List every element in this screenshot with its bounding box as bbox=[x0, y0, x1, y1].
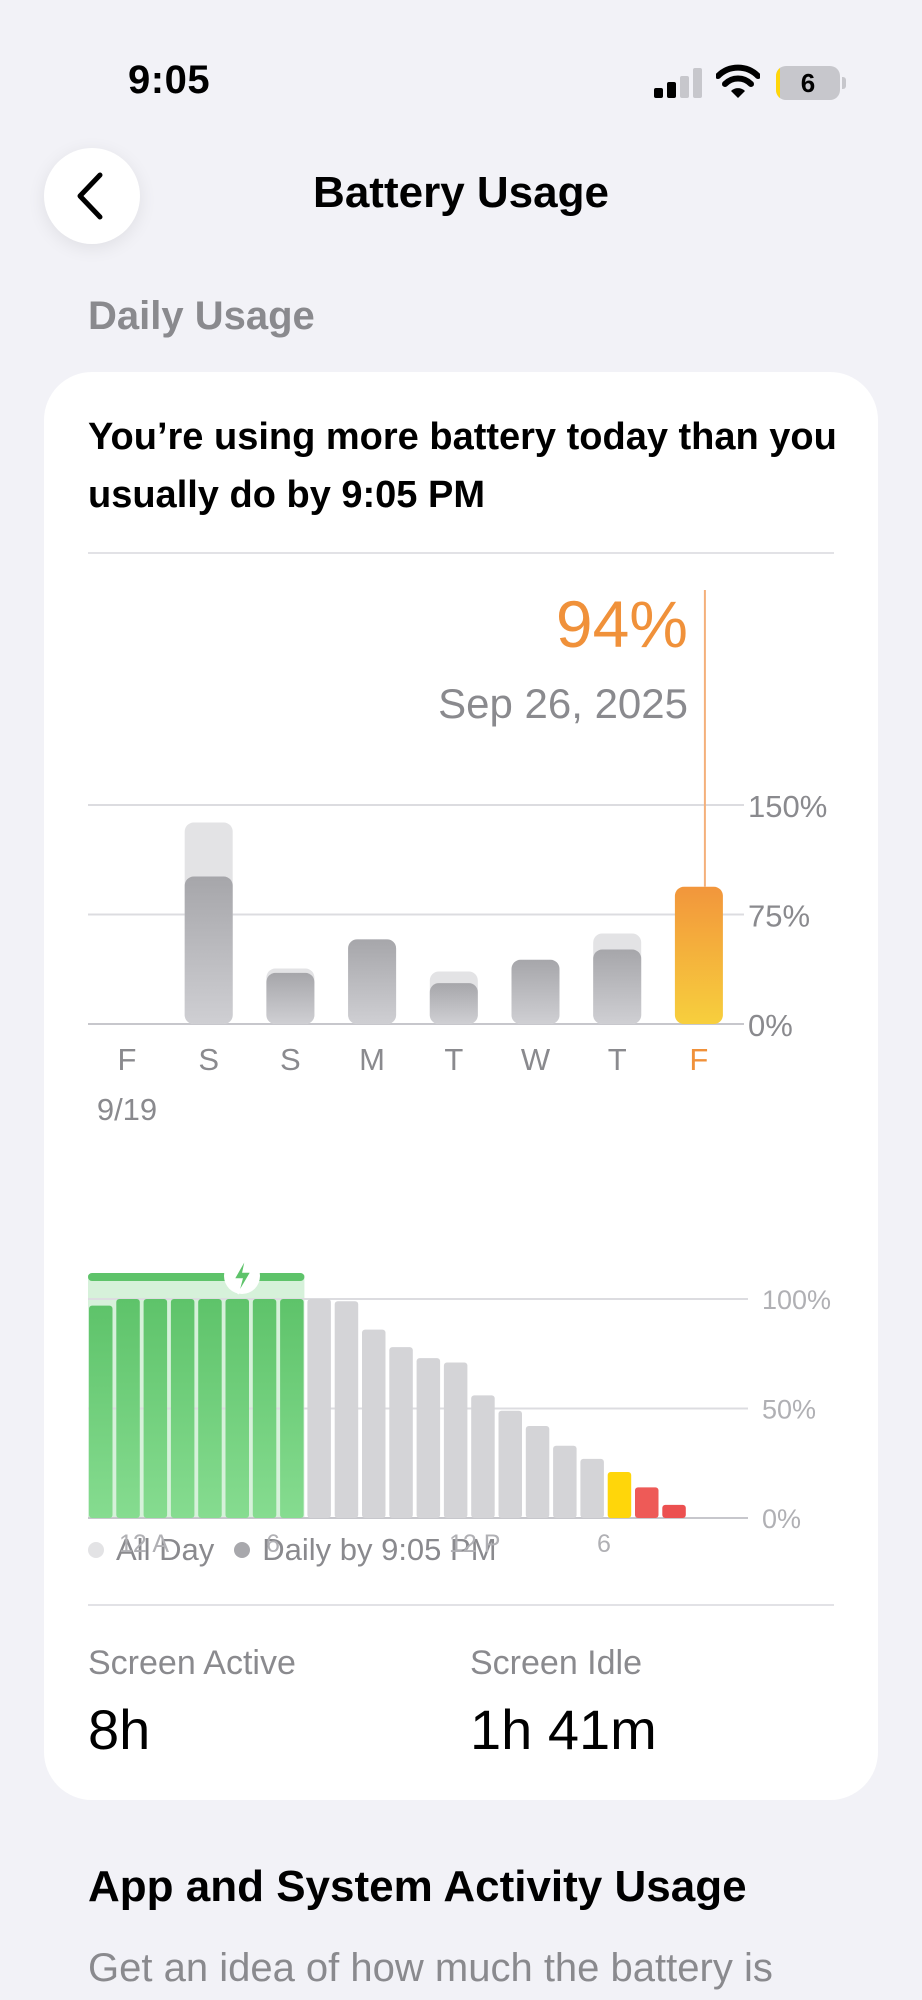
x-tick-label: 6 bbox=[597, 1530, 611, 1558]
legend-all-day-dot bbox=[88, 1542, 104, 1558]
battery-level: 6 bbox=[800, 68, 816, 98]
bar-daily-by bbox=[593, 949, 642, 1024]
back-button[interactable] bbox=[44, 148, 140, 244]
app-activity-title: App and System Activity Usage bbox=[88, 1862, 747, 1911]
hour-bar bbox=[334, 1301, 359, 1518]
hour-bar bbox=[471, 1395, 495, 1518]
bolt-icon bbox=[224, 1257, 260, 1295]
hour-bar bbox=[635, 1487, 659, 1518]
legend-all-day-label: All Day bbox=[116, 1532, 215, 1567]
daily-usage-chart[interactable]: 0% 75% 150% F S S M T W T F 9/19 bbox=[44, 372, 878, 1152]
x-date-label: 9/19 bbox=[97, 1092, 157, 1127]
x-tick-label: F bbox=[118, 1042, 137, 1077]
legend-all-day: All Day bbox=[88, 1532, 214, 1568]
legend-daily-by-dot bbox=[234, 1542, 251, 1558]
screen-active-label: Screen Active bbox=[88, 1644, 296, 1682]
y-tick-label: 50% bbox=[762, 1395, 816, 1425]
hour-bar bbox=[389, 1347, 413, 1518]
battery-level-chart[interactable]: 0% 50% 100% 12 A 6 12 P 6 bbox=[44, 372, 878, 1572]
selected-date: Sep 26, 2025 bbox=[438, 680, 688, 727]
hour-bar bbox=[498, 1410, 522, 1518]
screen-active-stat: Screen Active 8h bbox=[88, 1644, 296, 1762]
y-tick-label: 150% bbox=[748, 789, 827, 824]
hour-bar bbox=[525, 1426, 550, 1518]
hour-bar bbox=[116, 1299, 140, 1518]
hour-bar bbox=[307, 1299, 331, 1518]
chart-legend: All Day Daily by 9:05 PM bbox=[88, 1532, 517, 1568]
status-bar: 9:05 6 bbox=[0, 0, 922, 150]
x-tick-label: M bbox=[359, 1042, 385, 1077]
bar-daily-by bbox=[511, 959, 560, 1024]
bar-daily-by bbox=[266, 972, 315, 1024]
x-tick-label: S bbox=[280, 1042, 301, 1077]
hour-bar bbox=[225, 1299, 249, 1518]
battery-icon: 6 bbox=[776, 66, 846, 100]
hour-bar bbox=[198, 1299, 222, 1518]
daily-usage-header: Daily Usage bbox=[88, 294, 315, 338]
hour-bar bbox=[280, 1299, 304, 1518]
legend-daily-by: Daily by 9:05 PM bbox=[234, 1532, 497, 1568]
hour-bar bbox=[170, 1299, 195, 1518]
cellular-signal-icon bbox=[654, 68, 704, 98]
bar-daily-by bbox=[348, 939, 397, 1024]
hour-bar bbox=[443, 1362, 468, 1518]
legend-daily-by-label: Daily by 9:05 PM bbox=[262, 1532, 497, 1567]
selected-value: 94% bbox=[555, 587, 688, 661]
x-tick-label: F bbox=[689, 1042, 708, 1077]
x-tick-label: T bbox=[444, 1042, 463, 1077]
hour-bar bbox=[362, 1329, 386, 1518]
hour-bar bbox=[580, 1458, 604, 1518]
hour-bar bbox=[416, 1358, 441, 1518]
usage-headline: You’re using more battery today than you… bbox=[88, 416, 837, 516]
screen-idle-stat: Screen Idle 1h 41m bbox=[470, 1644, 657, 1762]
y-tick-label: 100% bbox=[762, 1285, 831, 1315]
divider bbox=[88, 552, 834, 554]
screen-active-value: 8h bbox=[88, 1698, 151, 1761]
y-tick-label: 0% bbox=[748, 1008, 793, 1043]
page-title: Battery Usage bbox=[313, 168, 609, 217]
x-tick-label: T bbox=[608, 1042, 627, 1077]
x-tick-label: 12 P bbox=[449, 1530, 500, 1558]
x-tick-label: W bbox=[521, 1042, 551, 1077]
hour-bar bbox=[607, 1472, 632, 1518]
bar-selected-day bbox=[674, 886, 723, 1024]
status-time: 9:05 bbox=[128, 58, 211, 102]
x-tick-label: S bbox=[198, 1042, 219, 1077]
daily-usage-card: You’re using more battery today than you… bbox=[44, 372, 878, 1800]
y-tick-label: 75% bbox=[748, 899, 810, 934]
charging-indicator bbox=[88, 1273, 305, 1281]
app-activity-description: Get an idea of how much the battery is bbox=[88, 1946, 773, 1990]
hour-bar bbox=[662, 1504, 686, 1518]
screen-idle-label: Screen Idle bbox=[470, 1644, 642, 1682]
x-tick-label: 6 bbox=[266, 1530, 280, 1558]
bar-daily-by bbox=[429, 983, 478, 1024]
hour-bar bbox=[252, 1299, 277, 1518]
divider bbox=[88, 1604, 834, 1606]
hour-bar bbox=[89, 1305, 113, 1518]
screen-idle-value: 1h 41m bbox=[470, 1698, 657, 1761]
hour-bar bbox=[143, 1299, 168, 1518]
y-tick-label: 0% bbox=[762, 1504, 801, 1534]
x-tick-label: 12 A bbox=[119, 1530, 169, 1558]
chevron-left-icon bbox=[77, 172, 103, 220]
hour-bar bbox=[553, 1445, 577, 1518]
bar-daily-by bbox=[184, 876, 233, 1024]
wifi-icon bbox=[715, 64, 761, 100]
